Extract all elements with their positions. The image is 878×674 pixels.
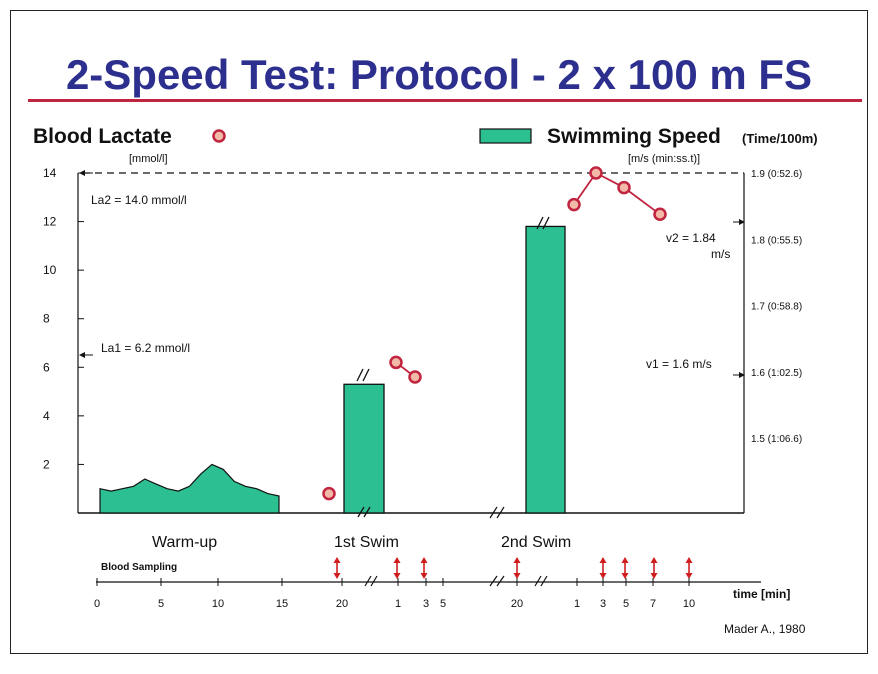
time-tick-label: 7	[650, 598, 656, 610]
sampling-arrow	[685, 557, 693, 579]
right-tick-label: 1.6 (1:02.5)	[751, 368, 802, 379]
lactate-points	[322, 166, 667, 501]
sampling-arrow	[393, 557, 401, 579]
sampling-arrow	[513, 557, 521, 579]
warmup-speed-area	[99, 463, 280, 514]
left-axis-unit: [mmol/l]	[129, 153, 168, 165]
left-tick-label: 12	[43, 215, 57, 229]
time-axis-ticks: 0 5 10 15 20 1 3 5 20 1 3 5 7 10	[94, 578, 695, 610]
lactate-point	[322, 486, 336, 501]
sampling-arrow	[333, 557, 341, 579]
right-tick-label: 1.5 (1:06.6)	[751, 434, 802, 445]
lactate-line-2nd-swim	[573, 171, 661, 216]
v2-label: v2 = 1.84	[666, 231, 716, 245]
v2-unit: m/s	[711, 247, 730, 261]
legend-speed-swatch	[479, 128, 532, 144]
blood-sampling-label: Blood Sampling	[101, 562, 177, 573]
time-tick-label: 20	[511, 598, 523, 610]
sampling-arrow	[621, 557, 629, 579]
time-tick-label: 0	[94, 598, 100, 610]
right-axis-ticks: 1.9 (0:52.6) 1.8 (0:55.5) 1.7 (0:58.8) 1.6 …	[751, 169, 802, 445]
left-tick-label: 8	[43, 312, 50, 326]
left-tick-label: 10	[43, 263, 57, 277]
time-tick-label: 5	[440, 598, 446, 610]
time-tick-label: 3	[423, 598, 429, 610]
left-axis-ticks: 2 4 6 8 10 12 14	[43, 166, 84, 471]
phase-label-2nd-swim: 2nd Swim	[501, 534, 571, 551]
right-tick-label: 1.8 (0:55.5)	[751, 235, 802, 246]
time-tick-label: 1	[395, 598, 401, 610]
time-tick-label: 3	[600, 598, 606, 610]
credit: Mader A., 1980	[724, 622, 806, 636]
sampling-arrow	[599, 557, 607, 579]
slide: 2-Speed Test: Protocol - 2 x 100 m FS Bl…	[10, 10, 868, 654]
legend-speed-suffix: (Time/100m)	[742, 131, 818, 146]
phase-label-1st-swim: 1st Swim	[334, 534, 399, 551]
right-axis-unit: [m/s (min:ss.t)]	[628, 153, 700, 165]
lactate-point	[408, 370, 422, 384]
time-tick-label: 5	[623, 598, 629, 610]
bar-2nd-swim	[525, 225, 566, 514]
bar-1st-swim	[343, 383, 385, 514]
left-tick-label: 14	[43, 166, 57, 180]
sampling-arrow	[650, 557, 658, 579]
v1-label: v1 = 1.6 m/s	[646, 357, 712, 371]
bar-break-marks	[356, 216, 550, 518]
legend-speed-label: Swimming Speed	[547, 125, 721, 148]
time-tick-label: 5	[158, 598, 164, 610]
protocol-chart: Blood Lactate Swimming Speed (Time/100m)…	[33, 125, 818, 636]
left-tick-label: 6	[43, 360, 50, 374]
time-tick-label: 20	[336, 598, 348, 610]
lactate-point	[389, 355, 403, 370]
blood-sampling-arrows	[333, 557, 693, 579]
legend-lactate-marker	[212, 129, 226, 143]
left-tick-label: 4	[43, 409, 50, 423]
lactate-point	[617, 180, 631, 195]
time-axis-label: time [min]	[733, 587, 790, 601]
lactate-point	[653, 207, 667, 222]
slide-title: 2-Speed Test: Protocol - 2 x 100 m FS	[65, 51, 813, 98]
axis-break-marks	[364, 506, 548, 587]
right-tick-label: 1.9 (0:52.6)	[751, 169, 802, 180]
la1-label: La1 = 6.2 mmol/l	[101, 341, 190, 355]
time-tick-label: 1	[574, 598, 580, 610]
left-tick-label: 2	[43, 457, 50, 471]
time-tick-label: 10	[212, 598, 224, 610]
lactate-point	[589, 166, 603, 180]
time-tick-label: 15	[276, 598, 288, 610]
title-rule	[28, 99, 862, 102]
legend-lactate-label: Blood Lactate	[33, 125, 172, 148]
la2-label: La2 = 14.0 mmol/l	[91, 193, 187, 207]
sampling-arrow	[420, 557, 428, 579]
phase-label-warmup: Warm-up	[152, 534, 217, 551]
lactate-point	[567, 197, 581, 212]
right-tick-label: 1.7 (0:58.8)	[751, 302, 802, 313]
time-tick-label: 10	[683, 598, 695, 610]
